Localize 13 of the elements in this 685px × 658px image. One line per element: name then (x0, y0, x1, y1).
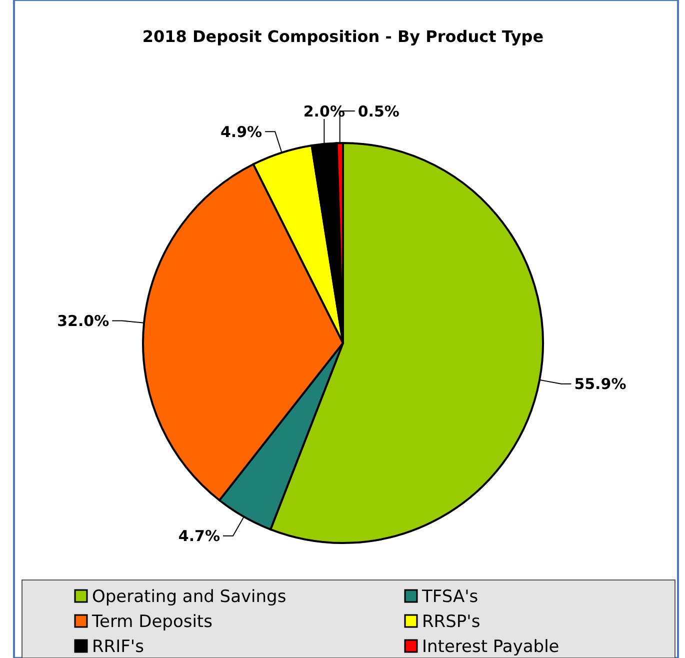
data-label: 32.0% (57, 312, 110, 330)
legend-label: Term Deposits (91, 612, 213, 632)
data-label: 4.7% (178, 527, 220, 546)
legend-label: RRIF's (92, 636, 144, 657)
data-label: 4.9% (220, 122, 262, 141)
legend-label: RRSP's (422, 612, 480, 632)
legend-label: Operating and Savings (92, 586, 286, 607)
data-label: 55.9% (574, 375, 626, 394)
chart-title: 2018 Deposit Composition - By Product Type (142, 27, 544, 46)
legend-label: Interest Payable (422, 636, 560, 657)
legend-label: TFSA's (421, 586, 478, 607)
data-label: 2.0% (303, 102, 345, 120)
data-label: 0.5% (358, 102, 400, 120)
